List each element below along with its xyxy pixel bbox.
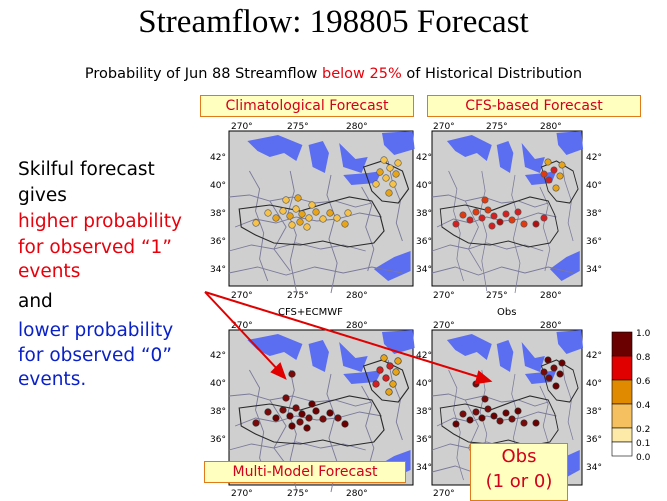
tick-lat-38-p3r: 38° xyxy=(416,407,432,417)
obs-dots xyxy=(452,356,566,428)
arrow-to-multimodel xyxy=(204,291,281,373)
tick-lat-42-p3r: 42° xyxy=(416,351,432,361)
tick-lat-36-p1: 36° xyxy=(210,237,226,247)
tick-lon-280-p1b: 280° xyxy=(346,291,368,301)
tick-lon-275-p3b: 275° xyxy=(287,489,309,499)
map-panel-climatological xyxy=(228,130,415,294)
tick-lon-270-p2: 270° xyxy=(433,122,455,132)
tick-lon-270-p4: 270° xyxy=(433,321,455,331)
tick-lat-34-p4: 34° xyxy=(586,463,602,473)
arrow-to-obs xyxy=(204,291,483,379)
tick-lon-275-p1b: 275° xyxy=(287,291,309,301)
tick-lat-34-p1: 34° xyxy=(210,265,226,275)
tick-lat-38-p1: 38° xyxy=(210,209,226,219)
colorbar-label-0.1: 0.1 xyxy=(636,439,650,449)
subtitle-prefix: Probability of Jun 88 Streamflow xyxy=(84,66,323,82)
tick-lon-270-p4b: 270° xyxy=(433,489,455,499)
tick-lon-270-p2b: 270° xyxy=(433,291,455,301)
tick-lon-275-p1: 275° xyxy=(287,122,309,132)
colorbar-label-0.2: 0.2 xyxy=(636,425,650,435)
side-text-and: and xyxy=(18,291,53,312)
side-text-blue2: for observed “0” xyxy=(18,345,172,366)
label-multimodel-forecast: Multi-Model Forecast xyxy=(204,461,406,483)
tick-lon-270-p1: 270° xyxy=(231,122,253,132)
colorbar: 1.0 0.8 0.6 0.4 0.2 0.1 0.0 xyxy=(611,329,651,463)
colorbar-label-0.6: 0.6 xyxy=(636,377,651,387)
label-climatological-forecast: Climatological Forecast xyxy=(200,95,414,117)
tick-lat-34-p1r: 34° xyxy=(416,265,432,275)
side-text-line2: gives xyxy=(18,185,67,206)
tick-lat-38-p2: 38° xyxy=(586,209,602,219)
side-text-line1: Skilful forecast xyxy=(18,159,155,180)
obs-line2: (1 or 0) xyxy=(485,471,553,492)
obs-line1: Obs xyxy=(501,446,537,467)
tick-lon-275-p2b: 275° xyxy=(486,291,508,301)
tick-lon-270-p3: 270° xyxy=(231,321,253,331)
side-text-red3: events xyxy=(18,261,81,282)
tick-lat-42-p3: 42° xyxy=(210,351,226,361)
tick-lat-36-p3r: 36° xyxy=(416,435,432,445)
subtitle-highlight: below 25% xyxy=(322,66,402,82)
colorbar-label-0.4: 0.4 xyxy=(636,401,651,411)
tick-lat-42-p4: 42° xyxy=(586,351,602,361)
tick-lat-36-p4: 36° xyxy=(586,435,602,445)
colorbar-label-1.0: 1.0 xyxy=(636,329,651,339)
tick-lat-42-p2: 42° xyxy=(586,153,602,163)
arrow-head-obs xyxy=(474,370,493,385)
tick-lon-270-p3b: 270° xyxy=(231,489,253,499)
side-text-blue1: lower probability xyxy=(18,320,174,341)
tick-lat-38-p3: 38° xyxy=(210,407,226,417)
tick-lat-42-p1r: 42° xyxy=(416,153,432,163)
tick-lat-36-p3: 36° xyxy=(210,435,226,445)
panel-title-cfs-ecmwf: CFS+ECMWF xyxy=(278,307,343,318)
tick-lon-280-p3: 280° xyxy=(346,321,368,331)
side-text-red1: higher probability xyxy=(18,211,182,232)
side-text-red2: for observed “1” xyxy=(18,237,172,258)
tick-lat-40-p3: 40° xyxy=(210,379,226,389)
tick-lat-36-p2: 36° xyxy=(586,237,602,247)
arrow-head-multimodel xyxy=(270,362,287,380)
subtitle: Probability of Jun 88 Streamflow below 2… xyxy=(0,66,667,82)
label-cfs-forecast: CFS-based Forecast xyxy=(427,95,641,117)
tick-lat-38-p4: 38° xyxy=(586,407,602,417)
tick-lon-275-p2: 275° xyxy=(486,122,508,132)
tick-lat-34-p2: 34° xyxy=(586,265,602,275)
map-panel-multimodel xyxy=(228,329,415,493)
tick-lat-40-p1: 40° xyxy=(210,181,226,191)
colorbar-label-0.0: 0.0 xyxy=(636,453,651,463)
tick-lat-40-p2: 40° xyxy=(586,181,602,191)
tick-lat-34-p3r: 34° xyxy=(416,463,432,473)
tick-lon-280-p2b: 280° xyxy=(540,291,562,301)
multimodel-dots xyxy=(252,354,402,432)
tick-lat-36-p1r: 36° xyxy=(416,237,432,247)
map-panel-cfs xyxy=(431,130,584,294)
tick-lon-280-p3b: 280° xyxy=(346,489,368,499)
tick-lon-280-p2: 280° xyxy=(540,122,562,132)
panel-title-obs: Obs xyxy=(497,307,516,318)
side-text-blue3: events. xyxy=(18,369,87,390)
tick-lon-280-p1: 280° xyxy=(346,122,368,132)
annotation-arrows xyxy=(204,291,493,385)
subtitle-suffix: of Historical Distribution xyxy=(401,66,583,82)
tick-lat-40-p4: 40° xyxy=(586,379,602,389)
tick-lon-280-p4: 280° xyxy=(540,321,562,331)
slide-title: Streamflow: 198805 Forecast xyxy=(138,4,529,40)
cfs-dots xyxy=(452,158,566,230)
label-obs-box: Obs (1 or 0) xyxy=(470,443,568,501)
tick-lat-40-p1r: 40° xyxy=(416,181,432,191)
tick-lon-270-p1b: 270° xyxy=(231,291,253,301)
tick-lat-42-p1: 42° xyxy=(210,153,226,163)
climatological-dots xyxy=(252,156,402,231)
tick-lat-40-p3r: 40° xyxy=(416,379,432,389)
colorbar-label-0.8: 0.8 xyxy=(636,353,651,363)
tick-lat-38-p1r: 38° xyxy=(416,209,432,219)
